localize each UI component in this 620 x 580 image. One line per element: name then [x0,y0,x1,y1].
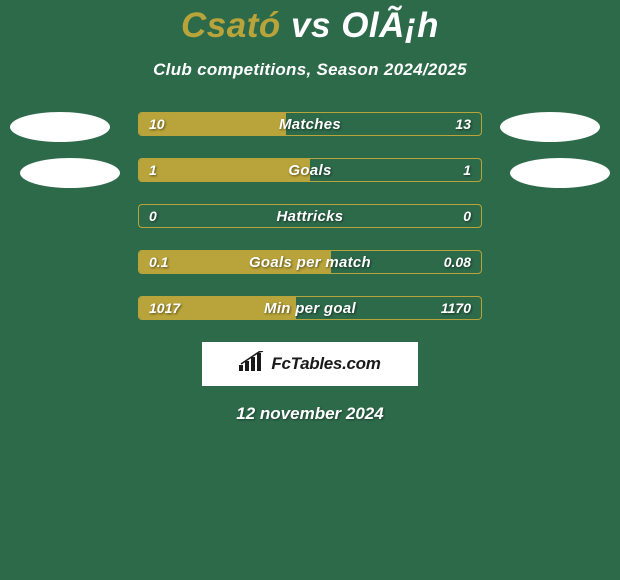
subtitle: Club competitions, Season 2024/2025 [0,60,620,80]
stat-row: 1013Matches [138,112,482,136]
vs-word: vs [291,6,331,45]
stat-row: 11Goals [138,158,482,182]
stat-row: 00Hattricks [138,204,482,228]
stat-label: Matches [139,113,481,135]
chart-icon [239,351,265,378]
avatar-column-left [10,112,120,204]
avatar [500,112,600,142]
avatar [10,112,110,142]
stats-stage: 1013Matches 11Goals 00Hattricks 0.10.08Goal… [0,112,620,320]
stat-label: Goals [139,159,481,181]
stat-row: 10171170Min per goal [138,296,482,320]
avatar-column-right [500,112,610,204]
avatar [20,158,120,188]
avatar [510,158,610,188]
brand-link[interactable]: FcTables.com [202,342,418,386]
stat-row: 0.10.08Goals per match [138,250,482,274]
footer-date: 12 november 2024 [0,404,620,424]
page-title: Csató vs OlÃ¡h [0,6,620,46]
brand-text: FcTables.com [271,354,380,374]
player1-name: Csató [181,6,281,45]
comparison-widget: Csató vs OlÃ¡h Club competitions, Season… [0,0,620,424]
stat-label: Goals per match [139,251,481,273]
player2-name: OlÃ¡h [341,6,439,45]
stat-label: Min per goal [139,297,481,319]
stat-label: Hattricks [139,205,481,227]
stats-bars: 1013Matches 11Goals 00Hattricks 0.10.08Goal… [138,112,482,320]
